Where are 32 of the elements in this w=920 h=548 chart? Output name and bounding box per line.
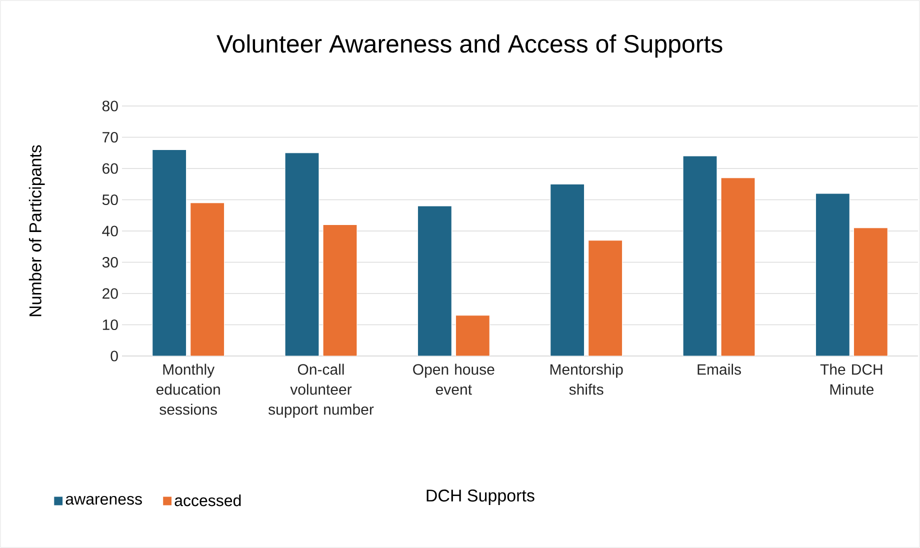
chart-title: Volunteer Awareness and Access of Supports [216,34,722,58]
bar [720,178,756,356]
legend-label: awareness [66,496,142,505]
x-tick-label: Monthly education sessions [156,364,220,415]
bar [284,152,320,356]
y-tick-label: 30 [102,256,118,268]
bar [322,224,358,356]
bar [853,228,888,356]
x-tick-label: The DCH Minute [820,364,882,395]
x-tick-label: Mentorship shifts [550,364,623,395]
bar [417,206,452,356]
y-tick-label: 10 [102,319,118,330]
y-tick-label: 40 [102,226,118,236]
bar [455,315,490,356]
y-tick-label: 70 [102,132,118,143]
x-tick-label: Emails [698,364,741,375]
y-tick-label: 50 [102,194,118,206]
bar [190,202,225,356]
y-tick-label: 80 [102,100,118,112]
x-tick-label: On-call volunteer support number [268,364,374,418]
bar [815,193,850,356]
legend-label: accessed [174,494,241,506]
bar [588,240,623,356]
y-tick-label: 0 [110,350,118,362]
y-axis-title: Number of Participants [28,145,45,316]
y-tick-label: 60 [102,163,118,174]
bar [152,149,187,356]
bar [682,156,718,356]
x-axis-title: DCH Supports [426,490,534,505]
y-tick-label: 20 [102,288,118,299]
bar [550,184,585,356]
x-tick-label: Open house event [413,364,494,395]
